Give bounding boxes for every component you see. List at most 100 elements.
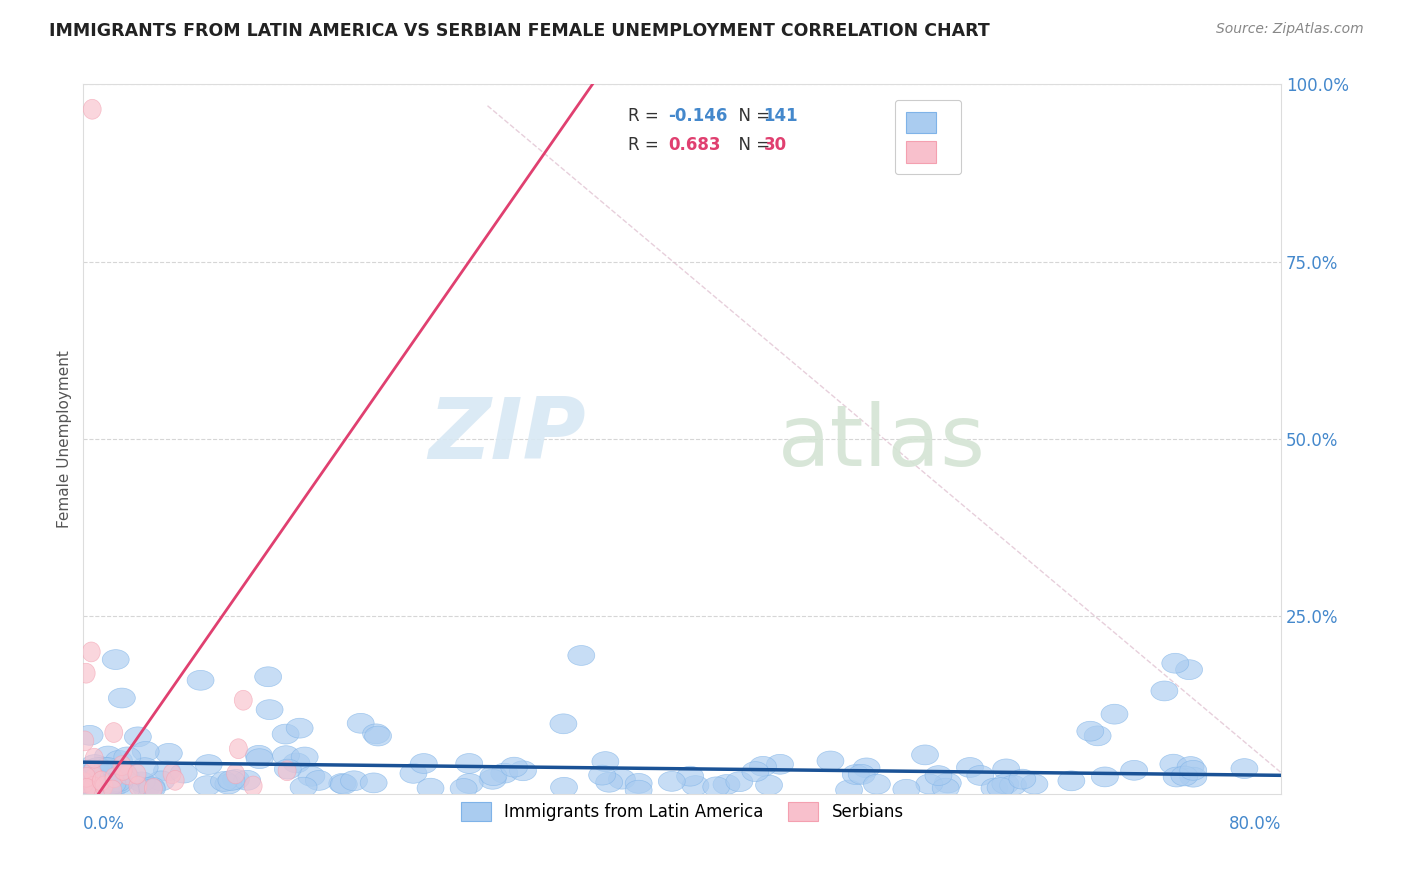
Ellipse shape [305,771,332,790]
Ellipse shape [456,754,482,773]
Ellipse shape [283,753,309,772]
Ellipse shape [835,780,862,800]
Ellipse shape [911,745,938,764]
Ellipse shape [114,747,141,767]
Ellipse shape [1101,705,1128,724]
Text: 0.683: 0.683 [668,136,720,153]
Ellipse shape [211,772,238,791]
Ellipse shape [981,778,1008,798]
Ellipse shape [87,765,114,785]
Ellipse shape [479,765,508,786]
Ellipse shape [626,780,652,800]
Ellipse shape [1084,726,1111,746]
Ellipse shape [86,777,104,797]
Ellipse shape [848,764,875,784]
Ellipse shape [105,750,132,771]
Ellipse shape [509,761,537,780]
Ellipse shape [290,777,316,797]
Text: Source: ZipAtlas.com: Source: ZipAtlas.com [1216,22,1364,37]
Ellipse shape [84,776,101,797]
Ellipse shape [725,772,752,791]
Ellipse shape [84,757,111,778]
Ellipse shape [411,754,437,773]
Ellipse shape [1077,722,1104,741]
Ellipse shape [932,778,959,798]
Ellipse shape [967,765,994,785]
Ellipse shape [1171,766,1198,786]
Ellipse shape [86,778,112,797]
Ellipse shape [360,773,387,793]
Ellipse shape [153,761,180,780]
Ellipse shape [145,779,163,798]
Ellipse shape [84,776,111,796]
Ellipse shape [120,764,136,785]
Text: N =: N = [728,107,775,126]
Ellipse shape [79,759,105,779]
Ellipse shape [222,770,249,789]
Ellipse shape [93,771,110,791]
Ellipse shape [842,764,869,784]
Ellipse shape [104,772,131,792]
Ellipse shape [132,741,159,762]
Ellipse shape [592,752,619,772]
Ellipse shape [766,755,793,774]
Text: 30: 30 [763,136,787,153]
Text: atlas: atlas [778,401,986,484]
Ellipse shape [291,747,318,767]
Ellipse shape [86,767,104,787]
Ellipse shape [817,751,844,771]
Ellipse shape [235,690,252,710]
Ellipse shape [273,724,299,744]
Text: N =: N = [728,136,775,153]
Ellipse shape [330,774,357,794]
Text: IMMIGRANTS FROM LATIN AMERICA VS SERBIAN FEMALE UNEMPLOYMENT CORRELATION CHART: IMMIGRANTS FROM LATIN AMERICA VS SERBIAN… [49,22,990,40]
Ellipse shape [166,771,184,790]
Ellipse shape [156,743,183,764]
Ellipse shape [105,768,124,788]
Ellipse shape [226,764,245,784]
Ellipse shape [77,767,96,787]
Ellipse shape [682,776,709,796]
Legend: Immigrants from Latin America, Serbians: Immigrants from Latin America, Serbians [454,796,910,828]
Ellipse shape [218,771,245,790]
Ellipse shape [501,757,527,777]
Ellipse shape [1091,767,1118,787]
Ellipse shape [246,746,273,765]
Ellipse shape [364,726,391,746]
Text: R =: R = [628,136,664,153]
Ellipse shape [491,764,517,783]
Ellipse shape [195,755,222,774]
Ellipse shape [86,748,103,768]
Ellipse shape [246,748,273,769]
Ellipse shape [1177,756,1204,776]
Ellipse shape [93,780,120,799]
Ellipse shape [713,774,740,795]
Ellipse shape [94,757,121,778]
Ellipse shape [112,780,139,800]
Ellipse shape [278,761,297,780]
Ellipse shape [568,646,595,665]
Ellipse shape [112,768,141,788]
Ellipse shape [229,739,247,759]
Ellipse shape [347,714,374,733]
Ellipse shape [991,774,1019,794]
Ellipse shape [550,714,576,734]
Ellipse shape [114,761,132,780]
Ellipse shape [273,746,299,765]
Ellipse shape [110,763,136,783]
Ellipse shape [233,771,260,790]
Ellipse shape [1163,767,1189,787]
Ellipse shape [72,780,98,799]
Ellipse shape [755,775,783,795]
Ellipse shape [86,771,114,790]
Text: ZIP: ZIP [429,394,586,477]
Ellipse shape [1175,660,1202,680]
Ellipse shape [254,667,281,687]
Ellipse shape [82,762,108,782]
Ellipse shape [363,724,389,744]
Ellipse shape [1180,760,1206,780]
Ellipse shape [70,779,97,799]
Ellipse shape [83,642,100,662]
Text: 0.0%: 0.0% [83,815,125,833]
Ellipse shape [596,772,623,792]
